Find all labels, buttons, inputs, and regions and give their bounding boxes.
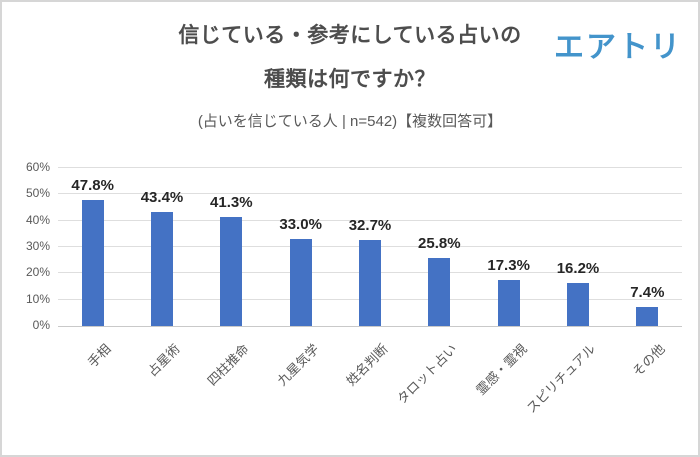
x-axis-category-label: 四柱推命 (204, 341, 253, 389)
chart-title: 信じている・参考にしている占いの 種類は何ですか？ (2, 14, 698, 102)
x-axis-category-label: タロット占い (394, 341, 461, 407)
airtrip-logo: エアトリ (554, 31, 682, 64)
y-axis-tick-label: 50% (25, 186, 50, 201)
x-axis-category-label: 霊感・霊視 (472, 341, 530, 398)
plot-area: 47.8% 43.4% 41.3% 33.0% 32.7% 25.8% 17.3% 16.2%… (58, 167, 682, 327)
chart-subtitle: (占いを信じている人 | n=542)【複数回答可】 (197, 113, 503, 130)
y-axis: 0% 10% 20% 30% 40% 50% 60% (2, 160, 50, 332)
gridline (58, 167, 682, 168)
bar-value-label: 7.4% (630, 284, 665, 301)
y-axis-tick-label: 60% (25, 160, 50, 174)
x-axis-category-label: スピリチュアル (524, 341, 599, 416)
gridline (58, 219, 682, 221)
bar-5 (359, 240, 381, 326)
bar-6 (428, 258, 451, 326)
x-axis-category-label: 占星術 (144, 341, 183, 380)
chart-title-line-2: 種類は何ですか？ (264, 68, 436, 91)
x-axis-category-label: その他 (629, 341, 669, 380)
bar-value-label: 25.8% (418, 235, 461, 252)
y-axis-tick-label: 10% (25, 291, 50, 306)
chart-title-line-1: 信じている・参考にしている占いの (178, 24, 522, 47)
y-axis-tick-label: 20% (25, 265, 50, 280)
y-axis-tick-label: 40% (25, 212, 50, 227)
bar-value-label: 33.0% (279, 216, 322, 233)
x-axis-category-label: 九星気学 (274, 341, 322, 389)
bar-value-label: 41.3% (210, 194, 253, 211)
y-axis-tick-label: 30% (25, 239, 50, 253)
bar-value-label: 43.4% (140, 189, 184, 206)
gridline (58, 193, 682, 195)
x-axis-category-label: 手相 (84, 341, 114, 371)
bar-2 (151, 212, 173, 326)
bar-value-label: 47.8% (71, 177, 114, 194)
bar-value-label: 16.2% (556, 260, 600, 277)
bar-3 (220, 217, 243, 326)
bar-value-label: 17.3% (487, 257, 530, 274)
x-axis: 手相 占星術 四柱推命 九星気学 姓名判断 タロット占い 霊感・霊視 スピリチュアル その他 (58, 327, 682, 447)
bar-1 (81, 200, 104, 326)
y-axis-tick-label: 0% (32, 318, 50, 332)
bar-value-label: 32.7% (348, 217, 392, 234)
bar-8 (567, 283, 589, 326)
bar-7 (497, 280, 520, 326)
bar-9 (636, 307, 659, 326)
x-axis-category-label: 姓名判断 (343, 341, 391, 389)
bar-4 (289, 239, 312, 326)
